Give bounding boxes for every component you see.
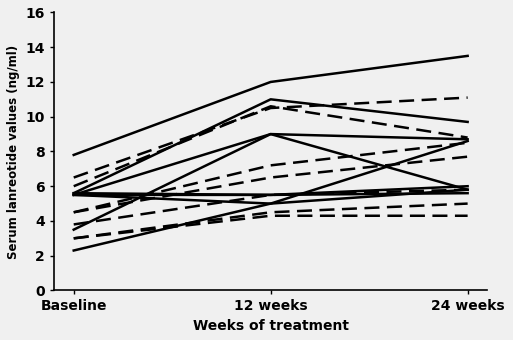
X-axis label: Weeks of treatment: Weeks of treatment xyxy=(193,319,349,333)
Y-axis label: Serum lanreotide values (ng/ml): Serum lanreotide values (ng/ml) xyxy=(7,45,20,258)
